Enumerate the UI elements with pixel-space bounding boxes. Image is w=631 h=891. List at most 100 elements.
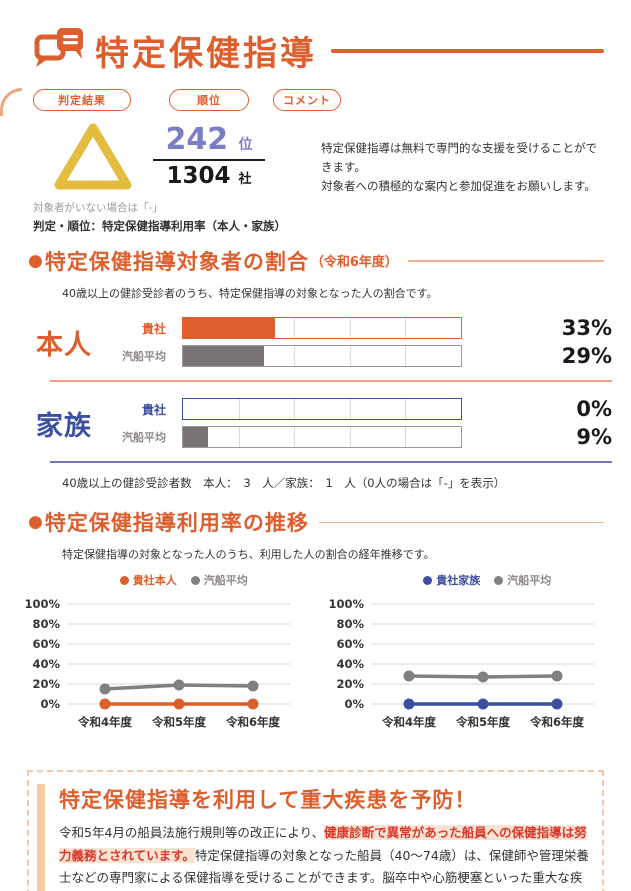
- trend-chart-self: 0% 20% 40% 60% 80% 100% 令和4年度 令和5年度 令和6年度: [12, 592, 316, 748]
- section-trend-title: 特定保健指導利用率の推移: [44, 511, 309, 536]
- bar-track: [182, 345, 462, 368]
- bar-value: 0%: [576, 397, 612, 422]
- bar-tick: [349, 346, 351, 367]
- svg-text:令和4年度: 令和4年度: [380, 715, 436, 729]
- legend-family-chart: 貴社家族 汽船平均: [316, 572, 620, 588]
- comment-line-2: 対象者への積極的な案内と参加促進をお願いします。: [321, 178, 596, 193]
- bar-row-self-average: 汽船平均 29%: [100, 344, 612, 369]
- comment-text: 特定保健指導は無料で専門的な支援を受けることができます。 対象者への積極的な案内…: [321, 117, 604, 196]
- bar-track: [182, 317, 462, 340]
- svg-text:100%: 100%: [328, 597, 364, 611]
- bar-tick: [294, 399, 296, 420]
- rank-value: 242 位: [153, 123, 265, 156]
- legend-dot-icon: [494, 575, 504, 585]
- svg-text:100%: 100%: [24, 597, 60, 611]
- bar-tick: [405, 318, 407, 339]
- bar-label-company: 貴社: [141, 402, 166, 417]
- bar-tick: [405, 399, 407, 420]
- bar-tick: [238, 399, 240, 420]
- svg-text:40%: 40%: [32, 657, 60, 671]
- bar-group-self: 本人 貴社 33% 汽船平均 29%: [36, 313, 612, 372]
- note-basis: 判定・順位：特定保健指導利用率（本人・家族）: [33, 218, 286, 233]
- bar-track: [182, 426, 462, 449]
- legend-label: 汽船平均: [507, 574, 552, 588]
- legend-item-average: 汽船平均: [494, 572, 551, 588]
- section-rule: [407, 260, 604, 262]
- bar-track: [182, 398, 462, 421]
- bar-value: 33%: [561, 316, 612, 341]
- bar-tick: [294, 318, 296, 339]
- bar-tick: [405, 346, 407, 367]
- rank-number: 242: [165, 122, 229, 157]
- bar-fill: [183, 427, 209, 448]
- svg-text:20%: 20%: [32, 677, 60, 691]
- svg-text:0%: 0%: [40, 697, 60, 711]
- triangle-rating-icon: [33, 117, 153, 193]
- speech-bubbles-icon: [33, 27, 85, 75]
- advice-body: 令和5年4月の船員法施行規則等の改正により、健康診断で異常があった船員への保健指…: [59, 822, 592, 891]
- judgement-notes: 対象者がいない場合は「-」 判定・順位：特定保健指導利用率（本人・家族）: [33, 200, 604, 234]
- bar-fill: [183, 346, 264, 367]
- rank-unit: 位: [238, 137, 253, 153]
- legend-label: 貴社家族: [436, 574, 481, 588]
- header: 特定保健指導: [33, 26, 604, 75]
- trend-chart-family: 0% 20% 40% 60% 80% 100% 令和4年度 令和5年度 令和6年度: [316, 592, 620, 748]
- chart-legends: 貴社本人 汽船平均 貴社家族 汽船平均: [12, 572, 619, 588]
- svg-text:0%: 0%: [344, 697, 364, 711]
- separator-blue: [50, 460, 612, 464]
- title-rule: [331, 48, 604, 53]
- group-name-family: 家族: [36, 410, 92, 442]
- bar-label-average: 汽船平均: [122, 350, 166, 364]
- bar-value: 29%: [561, 344, 612, 369]
- bar-value: 9%: [576, 425, 612, 450]
- section-ratio-subtitle: 40歳以上の健診受診者のうち、特定保健指導の対象となった人の割合です。: [62, 286, 438, 300]
- comment-pill: コメント: [273, 89, 341, 111]
- rank-total-number: 1304: [166, 163, 231, 189]
- svg-text:令和5年度: 令和5年度: [151, 715, 207, 729]
- separator-orange: [50, 379, 612, 382]
- svg-text:80%: 80%: [32, 617, 60, 631]
- bar-tick: [238, 427, 240, 448]
- bar-tick: [405, 427, 407, 448]
- ratio-bar-chart: 本人 貴社 33% 汽船平均 29%: [36, 313, 612, 464]
- advice-body-pre: 令和5年4月の船員法施行規則等の改正により、: [59, 825, 325, 841]
- page-corner-decoration: [0, 88, 22, 116]
- legend-item-company-family: 貴社家族: [423, 572, 480, 588]
- legend-dot-icon: [423, 575, 433, 585]
- group-name-self: 本人: [36, 329, 92, 361]
- bullet-icon: ●: [28, 250, 43, 271]
- bar-row-self-company: 貴社 33%: [100, 316, 612, 341]
- bar-tick: [349, 427, 351, 448]
- legend-label: 汽船平均: [203, 574, 248, 588]
- section-ratio-title: 特定保健指導対象者の割合: [44, 249, 309, 274]
- advice-body-post: 特定保健指導の対象となった船員（40～74歳）は、保健師や管理栄養士などの専門家…: [59, 847, 589, 886]
- section-ratio-header: ● 特定保健指導対象者の割合 （令和6年度）: [28, 246, 604, 276]
- bullet-icon: ●: [28, 512, 43, 533]
- bar-label-average: 汽船平均: [122, 431, 166, 445]
- rank-pill: 順位: [169, 89, 249, 111]
- svg-text:60%: 60%: [32, 637, 60, 651]
- legend-item-average: 汽船平均: [190, 572, 248, 588]
- bar-fill: [183, 318, 275, 339]
- rank-fraction: 242 位 1304 社: [153, 117, 265, 189]
- rank-total: 1304 社: [153, 163, 265, 189]
- judgement-pill: 判定結果: [33, 89, 131, 111]
- rank-divider: [153, 159, 265, 161]
- comment-line-1: 特定保健指導は無料で専門的な支援を受けることができます。: [321, 141, 597, 174]
- bar-tick: [294, 346, 296, 367]
- advice-box: 特定保健指導を利用して重大疾患を予防！ 令和5年4月の船員法施行規則等の改正によ…: [27, 770, 604, 891]
- legend-self-chart: 貴社本人 汽船平均: [12, 572, 316, 588]
- section-trend-subtitle: 特定保健指導の対象となった人のうち、利用した人の割合の経年推移です。: [62, 548, 435, 562]
- bar-row-family-average: 汽船平均 9%: [100, 425, 612, 450]
- page-title: 特定保健指導: [95, 34, 317, 74]
- svg-text:60%: 60%: [336, 637, 364, 651]
- legend-dot-icon: [119, 575, 129, 585]
- bar-label-company: 貴社: [141, 321, 166, 336]
- bar-tick: [294, 427, 296, 448]
- examinee-count-note: 40歳以上の健診受診者数 本人： 3 人／家族： 1 人（0人の場合は「-」を表…: [62, 476, 506, 491]
- rank-total-unit: 社: [238, 172, 252, 187]
- label-pills: 判定結果 順位 コメント: [33, 89, 631, 111]
- section-rule: [318, 521, 604, 524]
- legend-label: 貴社本人: [132, 574, 177, 588]
